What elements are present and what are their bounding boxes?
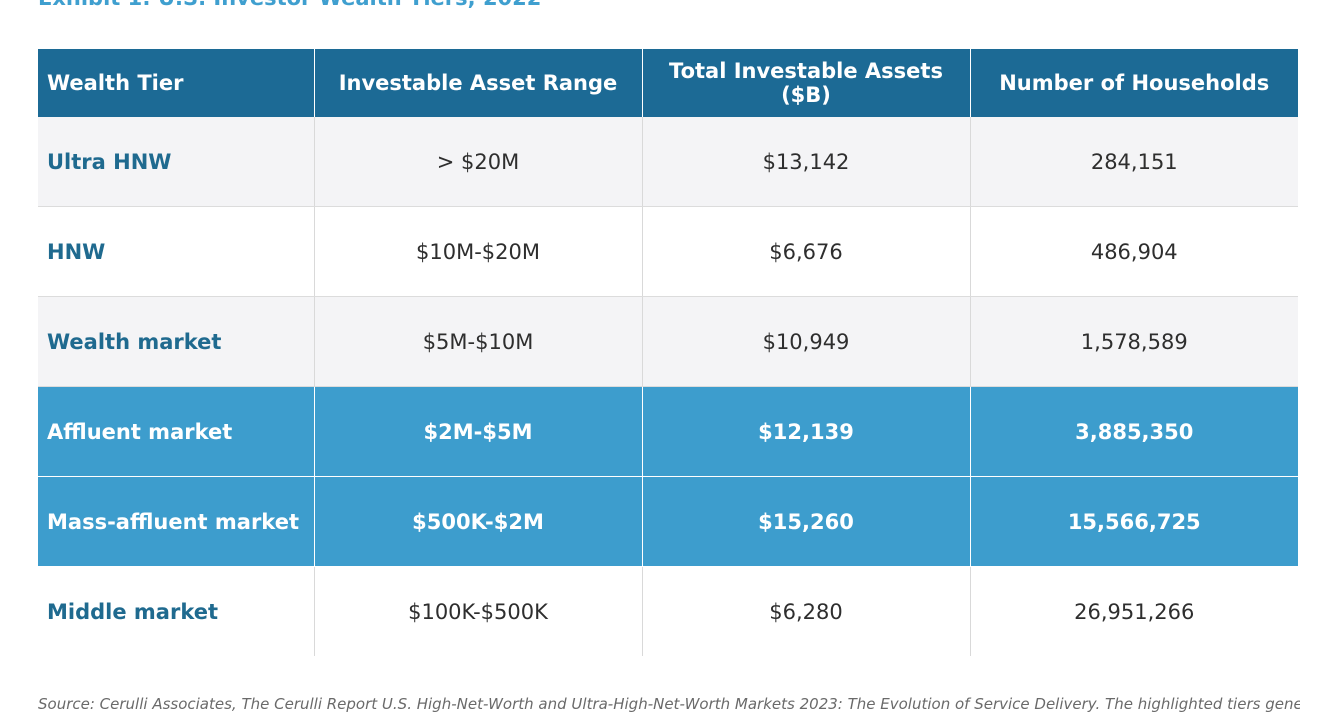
source-note: Source: Cerulli Associates, The Cerulli … [38, 695, 1300, 713]
assets-cell: $6,280 [642, 566, 971, 656]
households-cell: 15,566,725 [970, 476, 1298, 567]
tier-cell: Mass-affluent market [38, 476, 315, 567]
tier-cell: HNW [38, 206, 315, 297]
households-cell: 3,885,350 [970, 386, 1298, 477]
tier-cell: Ultra HNW [38, 117, 315, 207]
table-row: HNW $10M-$20M $6,676 486,904 [38, 206, 1298, 297]
range-cell: $2M-$5M [314, 386, 643, 477]
header-asset-range: Investable Asset Range [314, 49, 643, 117]
exhibit-title: Exhibit 1: U.S. Investor Wealth Tiers, 2… [38, 0, 541, 10]
assets-cell: $6,676 [642, 206, 971, 297]
wealth-tiers-table: Wealth Tier Investable Asset Range Total… [38, 49, 1298, 656]
tier-cell: Wealth market [38, 296, 315, 387]
assets-cell: $15,260 [642, 476, 971, 567]
tier-cell: Affluent market [38, 386, 315, 477]
households-cell: 1,578,589 [970, 296, 1298, 387]
range-cell: $5M-$10M [314, 296, 643, 387]
range-cell: > $20M [314, 117, 643, 207]
range-cell: $100K-$500K [314, 566, 643, 656]
households-cell: 26,951,266 [970, 566, 1298, 656]
header-wealth-tier: Wealth Tier [38, 49, 315, 117]
assets-cell: $12,139 [642, 386, 971, 477]
header-households: Number of Households [970, 49, 1298, 117]
table-row-highlighted: Affluent market $2M-$5M $12,139 3,885,35… [38, 386, 1298, 477]
table-row: Ultra HNW > $20M $13,142 284,151 [38, 117, 1298, 207]
range-cell: $10M-$20M [314, 206, 643, 297]
table-row-highlighted: Mass-affluent market $500K-$2M $15,260 1… [38, 476, 1298, 567]
households-cell: 486,904 [970, 206, 1298, 297]
table-row: Wealth market $5M-$10M $10,949 1,578,589 [38, 296, 1298, 387]
tier-cell: Middle market [38, 566, 315, 656]
table-header-row: Wealth Tier Investable Asset Range Total… [38, 49, 1298, 117]
header-total-assets: Total Investable Assets ($B) [642, 49, 971, 117]
households-cell: 284,151 [970, 117, 1298, 207]
table-row: Middle market $100K-$500K $6,280 26,951,… [38, 566, 1298, 656]
range-cell: $500K-$2M [314, 476, 643, 567]
assets-cell: $10,949 [642, 296, 971, 387]
assets-cell: $13,142 [642, 117, 971, 207]
